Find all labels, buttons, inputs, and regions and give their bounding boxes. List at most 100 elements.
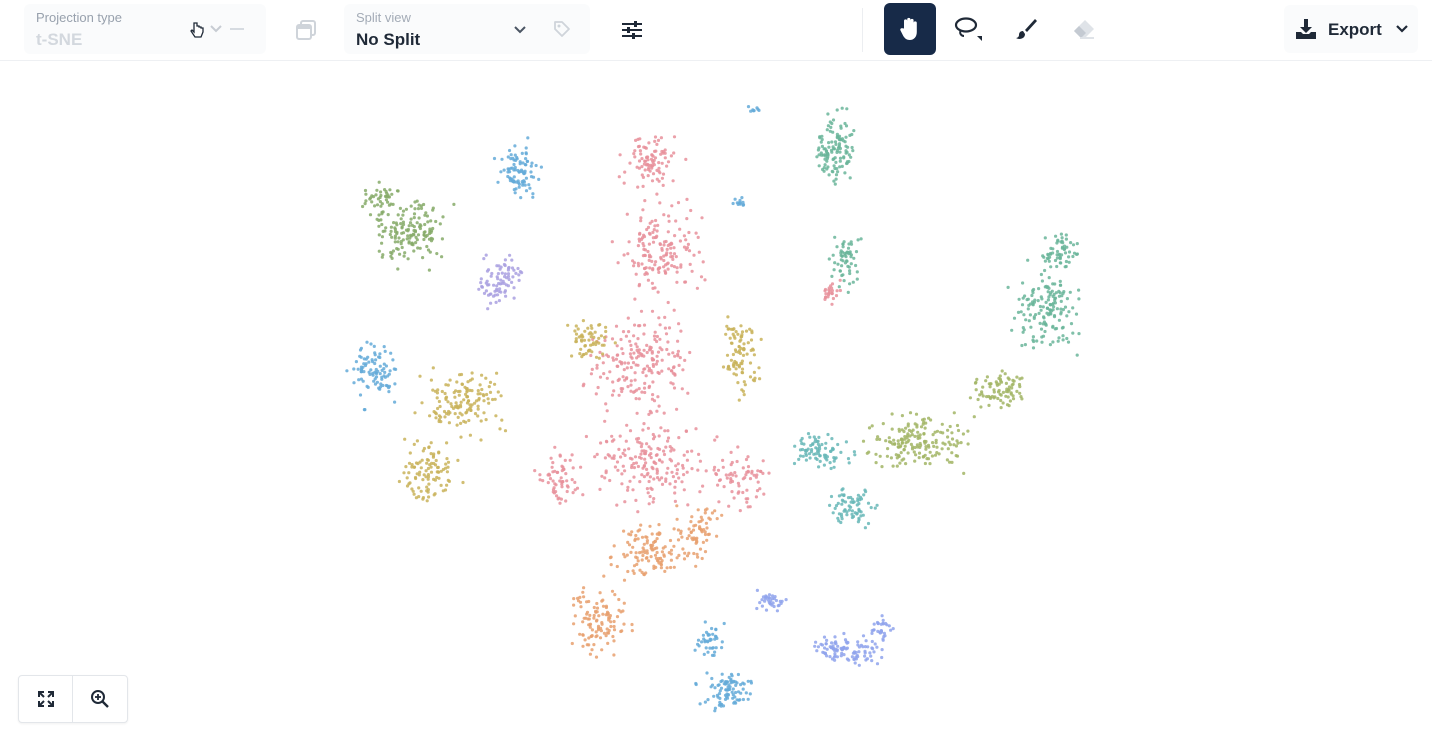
scatter-point	[482, 411, 486, 415]
scatter-point	[371, 373, 375, 377]
scatter-point	[648, 475, 653, 479]
minus-icon[interactable]	[228, 18, 246, 40]
scatter-point	[863, 645, 868, 649]
scatter-point	[378, 355, 382, 360]
scatter-point	[656, 290, 660, 294]
scatter-point	[487, 385, 491, 389]
scatter-point	[761, 471, 765, 475]
scatter-point	[1031, 300, 1035, 304]
scatter-point	[621, 375, 625, 379]
copy-window-icon[interactable]	[292, 16, 320, 44]
scatter-point	[628, 339, 632, 343]
scatter-point	[651, 268, 655, 272]
scatter-point	[1061, 241, 1065, 245]
scatter-point	[672, 565, 676, 569]
scatter-point	[741, 697, 746, 702]
scatter-point	[673, 479, 678, 484]
scatter-point	[1023, 294, 1027, 298]
projection-type-dropdown[interactable]: Projection type t-SNE	[24, 4, 266, 54]
scatter-point	[697, 520, 701, 524]
scatter-point	[647, 559, 651, 563]
brush-tool-button[interactable]	[1000, 3, 1052, 55]
scatter-point	[679, 329, 683, 333]
scatter-point	[652, 158, 656, 162]
eraser-tool-button[interactable]	[1058, 3, 1110, 55]
scatter-point	[623, 361, 627, 365]
scatter-point	[662, 213, 666, 217]
tag-icon[interactable]	[550, 17, 574, 41]
export-button[interactable]: Export	[1284, 5, 1418, 53]
scatter-point	[515, 155, 519, 160]
scatter-point	[1058, 283, 1062, 287]
scatter-point	[595, 452, 599, 456]
scatter-point	[980, 390, 984, 394]
lasso-tool-button[interactable]	[942, 3, 994, 55]
scatter-point	[414, 235, 418, 239]
scatter-point	[563, 458, 567, 462]
scatter-point	[634, 272, 638, 276]
pan-tool-button[interactable]	[884, 3, 936, 55]
scatter-point	[900, 437, 904, 441]
scatter-point	[635, 411, 639, 415]
scatter-point	[853, 661, 857, 665]
split-view-dropdown[interactable]: Split view No Split	[344, 4, 590, 54]
zoom-in-button[interactable]	[73, 676, 127, 722]
scatter-point	[832, 465, 836, 469]
scatter-point	[735, 459, 739, 464]
scatter-point	[618, 434, 622, 438]
scatter-point	[412, 465, 417, 469]
scatter-point	[1001, 401, 1005, 405]
scatter-point	[612, 619, 616, 624]
settings-sliders-icon[interactable]	[618, 16, 646, 44]
scatter-point	[1051, 294, 1055, 298]
scatter-point	[574, 324, 578, 328]
scatter-point	[880, 614, 884, 618]
scatter-point	[840, 502, 844, 506]
scatter-point	[832, 164, 836, 168]
scatter-point	[666, 436, 671, 440]
scatter-point	[766, 598, 770, 602]
scatter-point	[1026, 297, 1030, 301]
scatter-point	[697, 250, 701, 254]
scatter-point	[1021, 326, 1025, 330]
scatter-point	[636, 537, 640, 541]
scatter-point	[910, 433, 914, 437]
scatter-point	[558, 453, 562, 457]
scatter-point	[663, 429, 667, 433]
scatter-point	[692, 551, 696, 556]
scatter-point	[426, 475, 431, 479]
scatter-point	[1059, 261, 1063, 265]
scatter-point	[651, 230, 655, 234]
scatter-point	[840, 651, 844, 656]
scatter-point	[1019, 395, 1023, 399]
scatter-point	[527, 183, 531, 187]
scatter-point	[581, 644, 585, 648]
scatter-point	[896, 439, 900, 443]
scatter-point	[701, 540, 706, 544]
scatter-point	[653, 553, 658, 557]
scatter-point	[735, 363, 739, 367]
fit-view-button[interactable]	[19, 676, 73, 722]
embedding-scatter-plot[interactable]	[0, 61, 1432, 750]
scatter-point	[464, 392, 468, 396]
scatter-point	[922, 417, 926, 421]
scatter-point	[658, 201, 662, 205]
scatter-point	[425, 458, 429, 462]
scatter-point	[841, 245, 845, 249]
scatter-point	[470, 371, 474, 375]
scatter-point	[368, 213, 373, 217]
scatter-point	[849, 240, 853, 244]
scatter-point	[843, 171, 847, 175]
scatter-point	[833, 147, 837, 151]
scatter-point	[506, 268, 510, 272]
scatter-point	[844, 144, 848, 148]
scatter-point	[829, 494, 834, 499]
hand-icon	[898, 16, 922, 42]
scatter-point	[916, 436, 920, 440]
scatter-point	[857, 663, 861, 667]
scatter-point	[603, 476, 607, 480]
scatter-point	[881, 622, 886, 626]
scatter-point	[427, 495, 431, 499]
scatter-point	[623, 469, 627, 473]
scatter-point	[835, 655, 840, 659]
